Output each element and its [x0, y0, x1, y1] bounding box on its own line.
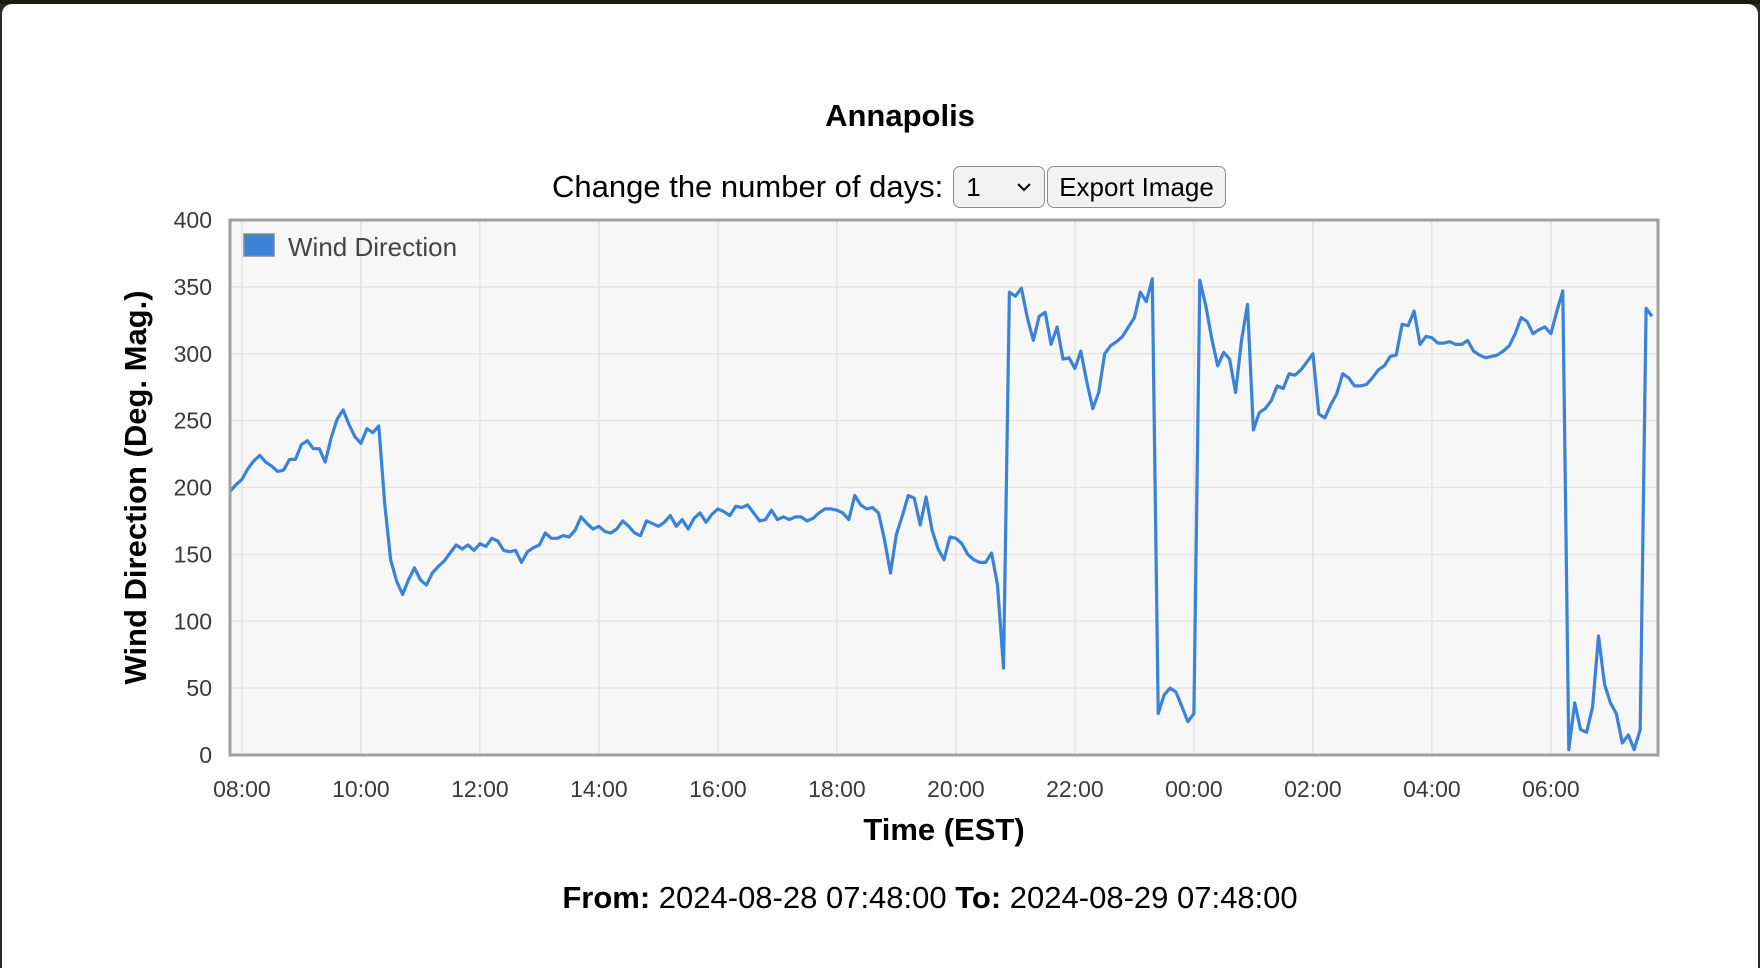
from-label: From:: [562, 880, 651, 915]
y-tick-label: 250: [174, 408, 212, 434]
chevron-down-icon: [1017, 183, 1031, 192]
y-tick-label: 50: [186, 675, 212, 701]
x-tick-label: 00:00: [1165, 776, 1223, 802]
days-label: Change the number of days:: [552, 169, 944, 204]
legend-swatch: [243, 233, 275, 257]
x-tick-label: 12:00: [451, 776, 509, 802]
y-tick-label: 0: [199, 742, 212, 768]
x-tick-label: 16:00: [689, 776, 747, 802]
x-tick-label: 02:00: [1284, 776, 1342, 802]
days-select-value: 1: [966, 171, 981, 202]
y-tick-label: 100: [174, 608, 212, 634]
x-tick-label: 04:00: [1403, 776, 1461, 802]
x-tick-label: 14:00: [570, 776, 628, 802]
page-title: Annapolis: [825, 98, 975, 133]
y-tick-label: 200: [174, 475, 212, 501]
x-tick-label: 06:00: [1522, 776, 1580, 802]
date-range: From: 2024-08-28 07:48:00 To: 2024-08-29…: [2, 880, 1760, 916]
x-tick-label: 20:00: [927, 776, 985, 802]
y-tick-label: 400: [174, 207, 212, 233]
y-tick-label: 350: [174, 274, 212, 300]
x-tick-label: 08:00: [213, 776, 271, 802]
window-top-strip: [0, 0, 1760, 4]
export-image-button[interactable]: Export Image: [1047, 166, 1226, 208]
days-controls: Change the number of days: 1 Export Imag…: [552, 164, 1226, 210]
x-tick-label: 10:00: [332, 776, 390, 802]
y-axis-ticks: 0 50 100 150 200 250 300 350 400: [174, 207, 212, 768]
days-select[interactable]: 1: [953, 166, 1046, 208]
y-axis-label: Wind Direction (Deg. Mag.): [118, 290, 153, 684]
to-value: 2024-08-29 07:48:00: [1009, 880, 1298, 915]
x-axis-ticks: 08:00 10:00 12:00 14:00 16:00 18:00 20:00 22:00…: [213, 776, 1580, 802]
legend[interactable]: Wind Direction: [243, 232, 457, 262]
y-tick-label: 150: [174, 541, 212, 567]
series-line-wind-direction: [228, 277, 1654, 752]
x-tick-label: 18:00: [808, 776, 866, 802]
plot-border: [228, 218, 1660, 757]
legend-label: Wind Direction: [288, 232, 457, 262]
from-value: 2024-08-28 07:48:00: [658, 880, 947, 915]
y-tick-label: 300: [174, 341, 212, 367]
to-label: To:: [955, 880, 1002, 915]
x-tick-label: 22:00: [1046, 776, 1104, 802]
x-axis-label: Time (EST): [863, 812, 1024, 847]
